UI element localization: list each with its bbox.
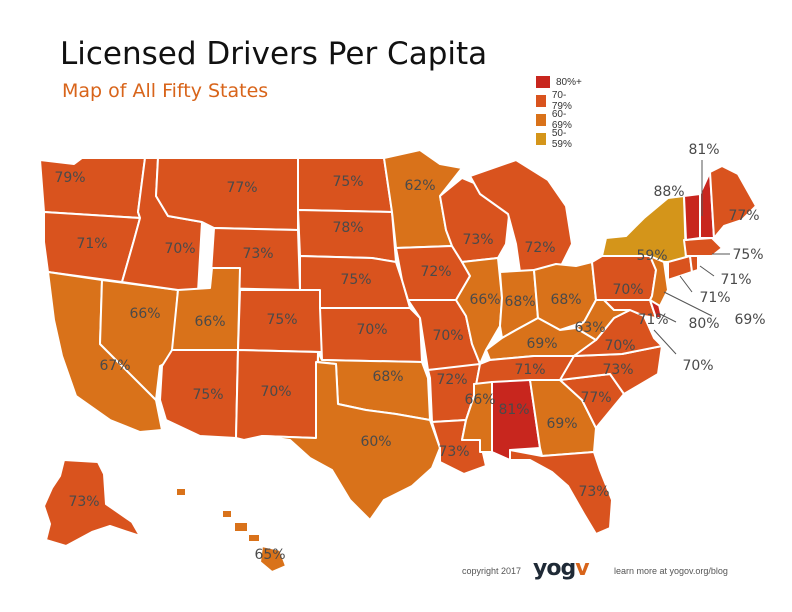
value-label-SD: 78% [332,220,363,236]
state-HI-island[interactable] [221,509,233,519]
value-label-AR: 72% [436,372,467,388]
logo-text-accent: v [575,556,589,581]
value-label-IN: 68% [504,294,535,310]
legend-label: 70-79% [551,90,572,112]
leader-line [653,329,677,355]
state-TX[interactable] [261,361,441,521]
value-label-WI: 73% [462,232,493,248]
value-label-WA: 79% [54,170,85,186]
value-label-MA: 75% [732,247,763,263]
map-title: Licensed Drivers Per Capita [60,36,488,72]
value-label-NJ: 69% [734,312,765,328]
value-label-ID: 70% [164,241,195,257]
value-label-AK: 73% [68,494,99,510]
state-RI[interactable] [689,255,699,273]
value-label-MI: 72% [524,240,555,256]
value-label-AZ: 75% [192,387,223,403]
legend-label: 50-59% [551,128,572,150]
value-label-WY: 73% [242,246,273,262]
legend-item-60-69: 60-69% [536,109,576,131]
state-KS[interactable] [319,307,423,363]
value-label-DE: 80% [688,316,719,332]
legend-item-50-59: 50-59% [536,128,576,150]
legend-item-70-79: 70-79% [536,90,576,112]
value-label-GA: 69% [546,416,577,432]
value-label-MS: 66% [464,392,495,408]
value-label-NV: 66% [129,306,160,322]
yougov-logo: yogv [533,556,590,581]
state-MA[interactable] [683,237,723,257]
value-label-CT: 71% [699,290,730,306]
value-label-ME: 77% [728,208,759,224]
value-label-AL: 81% [498,402,529,418]
leader-lines [653,160,730,355]
value-label-CA: 67% [99,358,130,374]
value-label-OR: 71% [76,236,107,252]
value-label-VA: 70% [604,338,635,354]
value-label-SC: 77% [580,390,611,406]
state-AK[interactable] [43,459,141,547]
value-label-MO: 70% [432,328,463,344]
legend-swatch [536,95,546,107]
value-label-IL: 66% [469,292,500,308]
legend-label: 80%+ [556,76,582,88]
value-label-VT: 88% [653,184,684,200]
state-FL[interactable] [509,449,613,535]
blog-link-text: learn more at yogov.org/blog [614,566,728,576]
value-label-LA: 73% [438,444,469,460]
value-label-MD: 71% [637,312,668,328]
state-value-labels: 79% 71% 67% 70% 66% 77% 73% 66% 75% 75% … [54,142,765,563]
legend-swatch [536,133,546,145]
value-label-MT: 77% [226,180,257,196]
value-label-KS: 70% [356,322,387,338]
value-label-FL: 73% [578,484,609,500]
leader-line [663,291,713,317]
legend-swatch [536,76,550,88]
state-HI-island[interactable] [247,533,261,543]
state-SD[interactable] [297,209,397,263]
value-label-OK: 68% [372,369,403,385]
map-subtitle: Map of All Fifty States [62,80,269,102]
state-shapes [39,149,757,573]
value-label-KY: 69% [526,336,557,352]
state-HI-island[interactable] [259,545,287,573]
state-VT[interactable] [683,193,701,241]
value-label-WV: 63% [574,320,605,336]
legend-item-80-plus: 80%+ [536,76,582,88]
value-label-ND: 75% [332,174,363,190]
value-label-HI: 65% [254,547,285,563]
state-HI-island[interactable] [233,521,249,533]
leader-line [679,275,693,293]
legend-label: 60-69% [551,109,572,131]
copyright-text: copyright 2017 [462,566,522,576]
value-label-DC: 70% [682,358,713,374]
state-WA[interactable] [39,157,146,219]
leader-line [659,313,677,323]
value-label-NH: 81% [688,142,719,158]
value-label-NE: 75% [340,272,371,288]
value-label-NC: 73% [602,362,633,378]
value-label-RI: 71% [720,272,751,288]
logo-text-main: yog [533,556,576,581]
state-ME[interactable] [709,165,757,239]
value-label-OH: 68% [550,292,581,308]
value-label-TX: 60% [360,434,391,450]
value-label-TN: 71% [514,362,545,378]
value-label-UT: 66% [194,314,225,330]
state-NY[interactable] [601,195,687,263]
value-label-MN: 62% [404,178,435,194]
state-NJ[interactable] [649,255,669,307]
state-HI-island[interactable] [175,487,187,497]
value-label-CO: 75% [266,312,297,328]
leader-line [699,265,715,277]
value-label-IA: 72% [420,264,451,280]
legend-swatch [536,114,546,126]
value-label-PA: 70% [612,282,643,298]
value-label-NM: 70% [260,384,291,400]
value-label-NY: 59% [636,248,667,264]
